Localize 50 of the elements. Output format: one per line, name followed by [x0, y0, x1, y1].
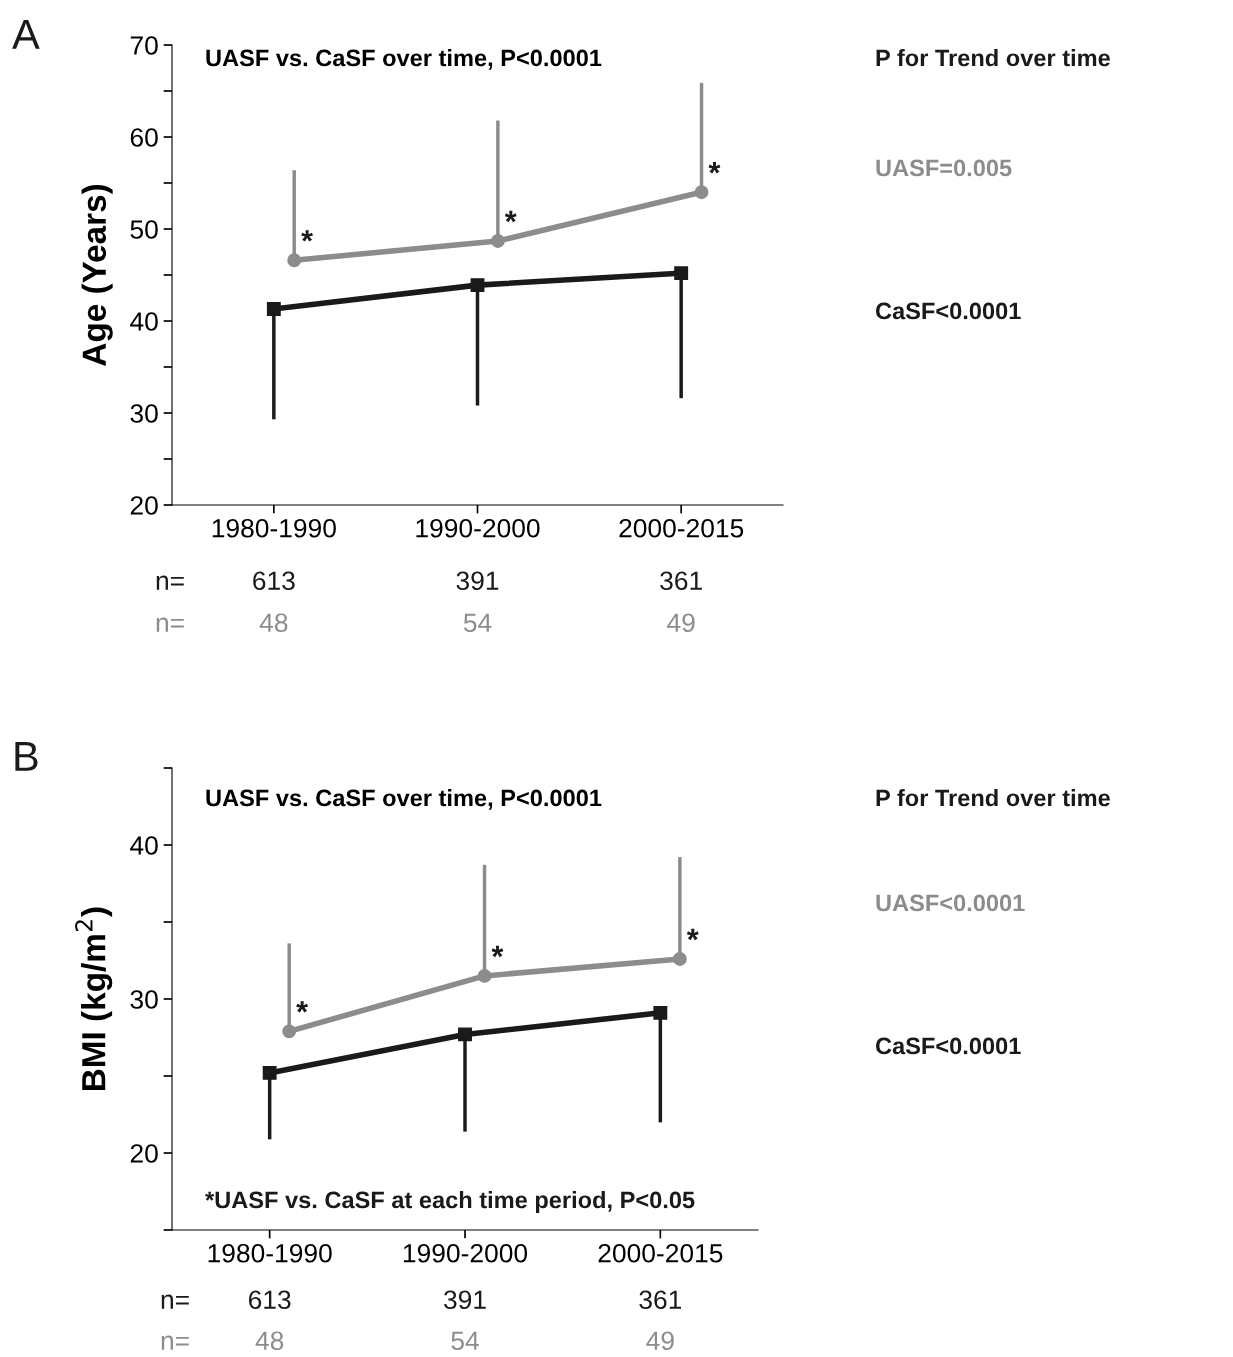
y-tick-label: 30	[130, 990, 158, 1009]
text: 391	[456, 571, 499, 591]
x-tick-label: 2000-2015	[619, 518, 744, 538]
annotation: *UASF vs. CaSF at each time period, P<0.05	[205, 1190, 695, 1214]
text: n=	[156, 575, 184, 590]
x-tick-label: 1980-1990	[208, 1243, 332, 1263]
y-axis-title: BMI (kg/m$^{2}$)	[75, 907, 113, 1091]
text: CaSF<0.0001	[875, 302, 1021, 320]
text: 49	[667, 613, 695, 633]
text: n=	[161, 1335, 189, 1350]
text: n=	[161, 1294, 189, 1309]
text: UASF=0.005	[876, 159, 1012, 177]
y-tick-label: 20	[130, 496, 158, 515]
x-tick-label: 2000-2015	[598, 1243, 723, 1263]
y-tick-label: 40	[130, 836, 158, 855]
y-axis-title: Age (Years)	[81, 184, 113, 366]
text: 48	[255, 1331, 284, 1351]
x-tick-label: 1980-1990	[212, 518, 336, 538]
y-tick-label: 20	[130, 1144, 158, 1163]
text: UASF vs. CaSF over time, P<0.0001	[206, 789, 602, 810]
text: 613	[253, 571, 295, 591]
y-tick-label: 70	[130, 36, 158, 55]
text: 361	[660, 571, 702, 591]
text: CaSF<0.0001	[875, 1037, 1021, 1055]
text: UASF<0.0001	[876, 894, 1025, 912]
text: n=	[156, 617, 184, 632]
y-tick-label: 50	[130, 220, 158, 239]
text: B	[15, 742, 38, 771]
annotation: *	[296, 1001, 308, 1013]
annotation: *	[491, 945, 504, 958]
text: 54	[463, 613, 492, 633]
annotation: *	[708, 162, 721, 174]
text: A	[12, 20, 40, 49]
x-tick-label: 1990-2000	[403, 1243, 528, 1263]
text: 361	[639, 1290, 682, 1310]
annotation: *	[686, 928, 699, 941]
y-tick-label: 60	[130, 128, 158, 147]
text: 613	[248, 1290, 291, 1310]
annotation: *	[504, 210, 517, 223]
y-tick-label: 40	[130, 312, 158, 331]
text: 48	[259, 613, 288, 633]
annotation: *	[301, 230, 313, 242]
text: P for Trend over time	[876, 789, 1110, 807]
text: 49	[646, 1331, 674, 1351]
y-tick-label: 30	[130, 404, 158, 423]
chart-title: UASF vs. CaSF over time, P<0.0001	[206, 49, 602, 70]
text: P for Trend over time	[876, 49, 1110, 67]
text: 54	[451, 1331, 479, 1351]
text: 391	[443, 1290, 486, 1310]
x-tick-label: 1990-2000	[416, 518, 540, 538]
